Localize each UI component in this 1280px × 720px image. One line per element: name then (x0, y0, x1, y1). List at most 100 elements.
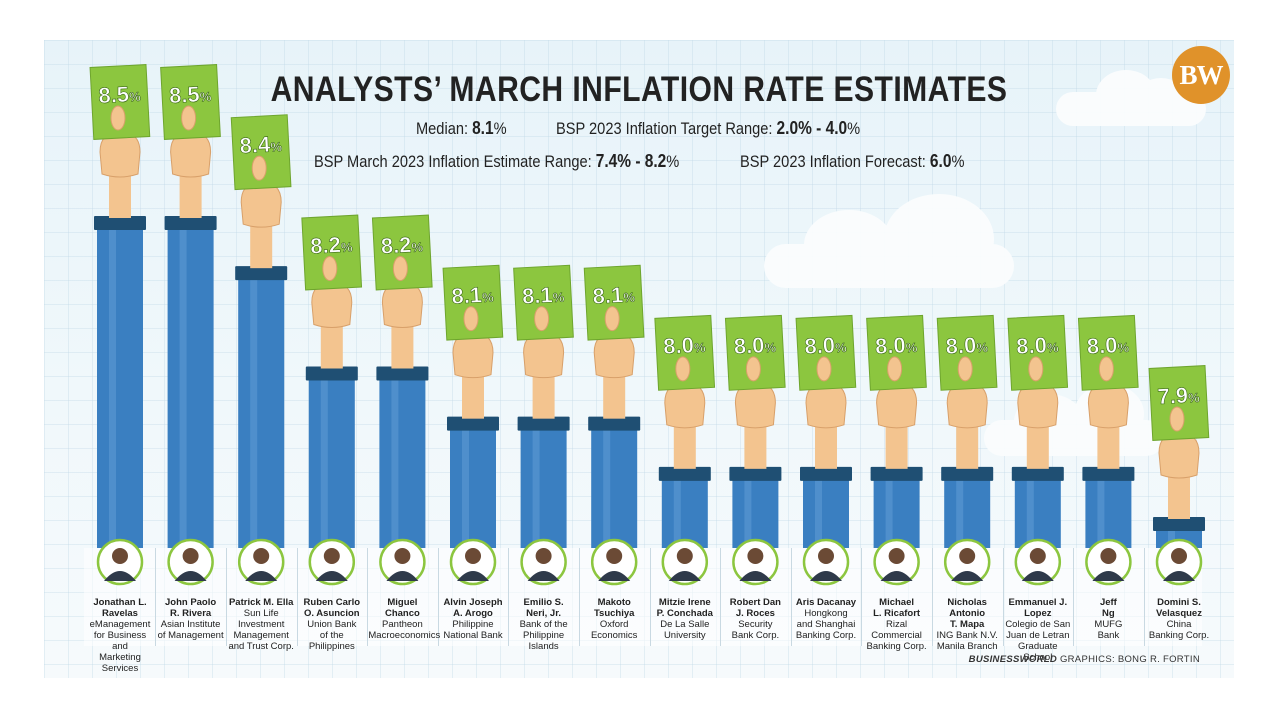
estimate-unit: % (623, 290, 636, 306)
thumb (1028, 356, 1044, 382)
analyst-organization: Union Bank (307, 619, 357, 630)
thumb (887, 356, 903, 382)
analyst-organization: Bank (1097, 630, 1120, 641)
analyst-avatar (590, 538, 638, 586)
estimate-unit: % (905, 340, 918, 356)
sleeve-highlight (885, 478, 893, 548)
estimate-label: 8.1% (521, 282, 565, 309)
thumb (181, 105, 197, 131)
analyst-avatar (661, 538, 709, 586)
estimate-unit: % (129, 89, 142, 105)
column-divider (367, 548, 369, 646)
forearm (885, 422, 908, 469)
percent-sign: % (666, 152, 680, 171)
avatar-shoulders (1092, 571, 1125, 581)
estimate-unit: % (1117, 340, 1130, 356)
avatar-shoulders (1021, 571, 1054, 581)
column-divider (578, 548, 580, 646)
graphics-credit: BUSINESSWORLD GRAPHICS: BONG R. FORTIN (969, 654, 1200, 665)
credit-source: BUSINESSWORLD (968, 654, 1058, 665)
analyst-name: Domini S. (1157, 597, 1201, 608)
bar-sleeve (591, 428, 638, 548)
forearm (1168, 473, 1190, 519)
sleeve-highlight (603, 428, 611, 548)
forearm (744, 422, 767, 469)
estimate-value: 8.1 (521, 282, 553, 309)
analyst-name: Robert Dan (729, 597, 781, 608)
analyst-organization: Pantheon (382, 619, 423, 630)
analyst-organization: Colegio de San (1005, 619, 1071, 630)
analyst-organization: Security (738, 619, 773, 630)
estimate-label: 8.0% (804, 332, 848, 359)
analyst-organization: ING Bank N.V. (936, 630, 998, 641)
estimate-unit: % (270, 139, 283, 155)
analyst-avatar (237, 538, 285, 586)
avatar-head (747, 548, 764, 564)
analyst-avatar (1085, 538, 1132, 586)
sleeve-highlight (320, 378, 328, 548)
sleeve-highlight (250, 278, 258, 548)
estimate-value: 8.2 (310, 232, 342, 259)
analyst-label: Jonathan L. Ravelas eManagement for Busine… (86, 597, 154, 674)
forearm (1026, 422, 1049, 469)
analyst-organization: Banking Corp. (795, 630, 857, 641)
column-divider (1002, 548, 1004, 646)
bar-sleeve (308, 378, 355, 548)
avatar-head (1029, 548, 1046, 564)
analyst-bar: 8.5% (89, 64, 151, 548)
analyst-name: Patrick M. Ella (228, 597, 294, 608)
estimate-card: 8.0% (724, 314, 786, 391)
estimate-value: 8.1 (451, 282, 483, 309)
analyst-label: Patrick M. Ella Sun Life Investment Manage… (227, 597, 295, 652)
estimate-card: 8.0% (654, 314, 716, 391)
avatar-head (253, 548, 270, 564)
estimate-label: 8.0% (663, 332, 707, 359)
estimate-unit: % (835, 340, 848, 356)
estimate-card-face (442, 264, 504, 341)
analyst-label: Ruben Carlo O. Asuncion Union Bank of the P… (298, 597, 366, 652)
sleeve-highlight (673, 478, 681, 548)
analyst-organization: and Trust Corp. (228, 641, 294, 652)
stat-estimate-value: 7.4% - 8.2 (595, 151, 667, 171)
estimate-card-face (724, 314, 786, 391)
sleeve-cuff (235, 266, 288, 281)
analyst-label: Alvin Joseph A. Arogo Philippine National B… (439, 597, 507, 641)
bar-sleeve (520, 428, 567, 548)
analyst-bar: 8.1% (442, 264, 504, 548)
avatar-shoulders (1163, 571, 1195, 581)
stat-forecast: BSP 2023 Inflation Forecast: 6.0% (740, 151, 964, 172)
analyst-organization: Juan de Letran (1006, 630, 1070, 641)
sleeve-cuff (164, 216, 217, 230)
estimate-value: 8.0 (804, 332, 836, 359)
estimate-unit: % (1047, 340, 1060, 356)
avatar-head (1171, 548, 1187, 564)
bar-chart: 8.5% 8.5%8.4%8.2% 8.2%8.1% 8.1% 8.1%8.0% 8.0%… (89, 64, 1210, 586)
forearm (956, 422, 979, 469)
analyst-bar: 8.1% (583, 264, 645, 548)
sleeve-highlight (815, 478, 822, 548)
estimate-unit: % (764, 340, 777, 356)
sleeve-cuff (1011, 466, 1064, 481)
analyst-label: John Paolo R. Rivera Asian Institute of Man… (157, 597, 225, 641)
analyst-name: Aris Dacanay (795, 597, 857, 608)
analyst-organization: Hongkong (804, 608, 848, 619)
sleeve-cuff (94, 216, 146, 230)
analyst-name: Nicholas Antonio (947, 597, 987, 619)
analyst-organization: Philippine (452, 619, 494, 630)
sleeve-cuff (517, 416, 570, 431)
estimate-card: 8.0% (936, 314, 998, 391)
column-divider (437, 548, 439, 646)
column-divider (155, 548, 157, 646)
thumb (745, 356, 761, 382)
analyst-name: P. Conchada (656, 608, 713, 619)
avatar-head (606, 548, 623, 564)
estimate-card: 8.1% (513, 264, 574, 341)
percent-sign: % (493, 119, 507, 138)
bar-sleeve (732, 478, 779, 548)
forearm (532, 372, 555, 419)
estimate-card: 7.9% (1148, 365, 1210, 441)
percent-sign: % (951, 152, 965, 171)
bar-sleeve (803, 478, 849, 548)
analyst-bar: 8.0% (724, 314, 786, 548)
bar-sleeve (661, 478, 708, 548)
